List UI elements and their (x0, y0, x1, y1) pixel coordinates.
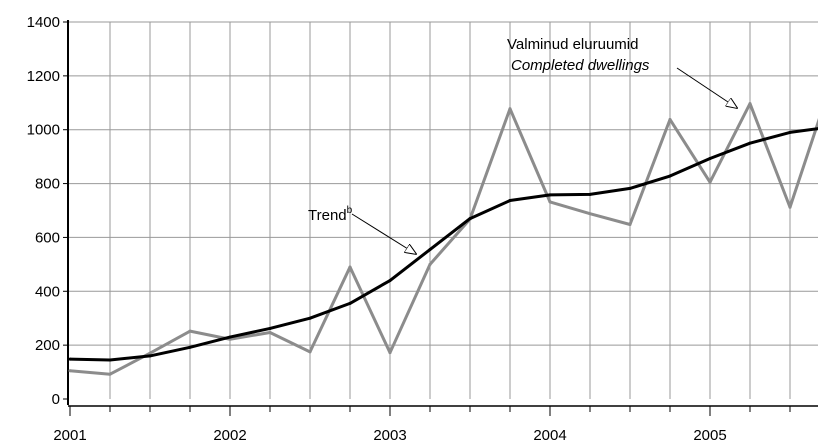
completed-dwellings-point (108, 372, 112, 376)
trend-point (428, 248, 432, 252)
trend-point (548, 193, 552, 197)
trend-point (228, 335, 232, 339)
y-tick-label: 0 (52, 391, 60, 408)
completed-dwellings-point (588, 212, 592, 216)
trend-point (748, 141, 752, 145)
completed-dwellings-point (348, 265, 352, 269)
y-tick-label: 600 (35, 229, 60, 246)
trend-point (188, 345, 192, 349)
grid (68, 21, 818, 399)
trend-point (588, 192, 592, 196)
annotation-completed-dwellings-en: Completed dwellings (511, 57, 650, 74)
completed-dwellings-point (508, 107, 512, 111)
series-layer (68, 102, 818, 376)
y-tick-label: 200 (35, 337, 60, 354)
x-tick-label: 2004 (533, 427, 566, 444)
completed-dwellings-point (148, 351, 152, 355)
annotation-trend-superscript: b (347, 205, 353, 216)
x-tick-label: 2001 (53, 427, 86, 444)
y-tick-label: 400 (35, 283, 60, 300)
annotation-trend-text: Trend (308, 207, 347, 224)
series-completed-dwellings-line (69, 102, 818, 376)
trend-point (468, 217, 472, 221)
trend-point (108, 358, 112, 362)
trend-point (148, 354, 152, 358)
annotation-arrow-completed-dwellings (676, 67, 737, 108)
x-tick-label: 2002 (213, 427, 246, 444)
axes: 0 200 400 600 800 1000 1200 1400 2001 2002 2003 200… (27, 14, 818, 444)
completed-dwellings-point (748, 102, 752, 106)
completed-dwellings-point (708, 180, 712, 184)
completed-dwellings-point (788, 205, 792, 209)
trend-point (348, 301, 352, 305)
trend-point (68, 357, 72, 361)
completed-dwellings-point (188, 329, 192, 333)
annotation-trend: Trendb (308, 205, 353, 224)
trend-point (508, 199, 512, 203)
trend-point (668, 174, 672, 178)
x-tick-label: 2005 (693, 427, 726, 444)
y-tick-label: 1000 (27, 122, 60, 139)
completed-dwellings-point (428, 262, 432, 266)
completed-dwellings-point (668, 117, 672, 121)
y-tick-label: 1400 (27, 14, 60, 31)
trend-point (268, 326, 272, 330)
y-tick-label: 1200 (27, 68, 60, 85)
trend-point (628, 186, 632, 190)
trend-point (388, 279, 392, 283)
trend-point (788, 130, 792, 134)
completed-dwellings-point (68, 369, 72, 373)
trend-point (308, 316, 312, 320)
annotations: Valminud eluruumid Completed dwellings T… (308, 36, 737, 254)
series-trend-line (69, 127, 818, 362)
completed-dwellings-point (388, 351, 392, 355)
annotation-arrow-trend (351, 213, 416, 254)
trend-point (708, 157, 712, 161)
y-tick-label: 800 (35, 176, 60, 193)
x-tick-label: 2003 (373, 427, 406, 444)
completed-dwellings-point (308, 350, 312, 354)
completed-dwellings-point (628, 223, 632, 227)
completed-dwellings-point (548, 200, 552, 204)
completed-dwellings-point (268, 330, 272, 334)
annotation-completed-dwellings-et: Valminud eluruumid (507, 36, 638, 53)
